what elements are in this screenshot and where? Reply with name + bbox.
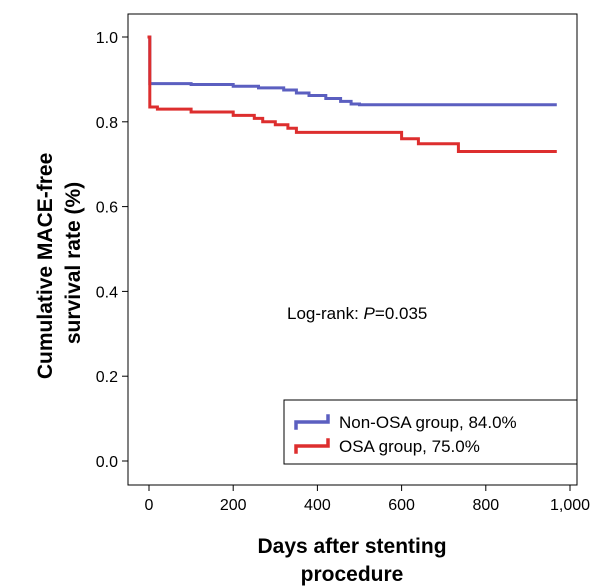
y-tick-label-0: 0.0	[96, 454, 118, 471]
x-tick-label-4: 800	[472, 497, 499, 514]
y-tick-label-4: 0.8	[96, 115, 118, 132]
y-tick-label-2: 0.4	[96, 284, 118, 301]
x-tick-label-1: 200	[220, 497, 247, 514]
legend-swatch-1	[294, 438, 330, 454]
log-rank-p-symbol: P	[364, 304, 376, 323]
legend: Non-OSA group, 84.0% OSA group, 75.0%	[283, 399, 578, 465]
series-line-1	[147, 35, 557, 153]
legend-box	[283, 399, 578, 465]
x-tick-label-2: 400	[304, 497, 331, 514]
y-axis: 0.0 0.2 0.4 0.6 0.8 1.0	[96, 30, 128, 471]
plot-border	[127, 13, 578, 486]
x-tick-label-0: 0	[145, 497, 154, 514]
y-tick-label-1: 0.2	[96, 369, 118, 386]
series-layer	[147, 35, 557, 153]
y-tick-label-3: 0.6	[96, 200, 118, 217]
legend-label-1: OSA group, 75.0%	[339, 437, 480, 456]
x-axis-title-line-2: procedure	[301, 563, 404, 586]
y-axis-title-line-1: Cumulative MACE-free	[34, 153, 57, 379]
y-tick-label-5: 1.0	[96, 30, 118, 47]
log-rank-value: =0.035	[375, 304, 427, 323]
legend-swatch-0	[294, 414, 330, 430]
y-axis-title: Cumulative MACE-free survival rate (%)	[34, 147, 85, 379]
log-rank-annotation: Log-rank: P=0.035	[287, 304, 427, 323]
x-tick-label-3: 600	[388, 497, 415, 514]
x-tick-label-5: 1,000	[550, 497, 590, 514]
x-axis: 0 200 400 600 800 1,000	[145, 485, 590, 514]
legend-label-0: Non-OSA group, 84.0%	[339, 413, 517, 432]
y-axis-title-line-2: survival rate (%)	[62, 182, 85, 344]
plot-frame	[127, 13, 578, 486]
log-rank-prefix: Log-rank:	[287, 304, 364, 323]
series-line-0	[147, 35, 557, 107]
x-axis-title-line-1: Days after stenting	[257, 535, 446, 558]
